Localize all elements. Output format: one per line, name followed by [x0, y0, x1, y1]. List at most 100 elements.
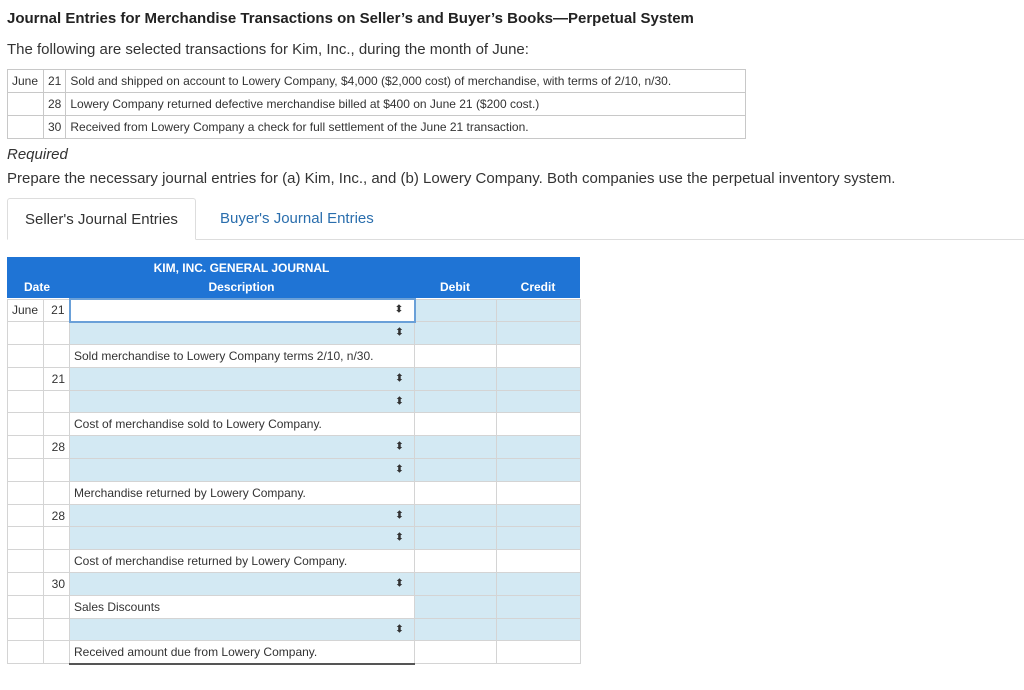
tab-sellers-journal-entries[interactable]: Seller's Journal Entries	[7, 198, 196, 240]
journal-month	[7, 458, 44, 482]
journal-month	[7, 412, 44, 437]
account-select[interactable]: ⬍	[68, 298, 416, 323]
debit-input[interactable]	[414, 321, 497, 346]
journal-day: 28	[43, 435, 70, 460]
journal-row: June 21 ⬍	[7, 298, 581, 323]
account-select[interactable]: ⬍	[69, 435, 415, 460]
column-header-date: Date	[23, 280, 50, 294]
journal-day	[43, 617, 70, 642]
journal-month	[7, 389, 44, 414]
required-text: Prepare the necessary journal entries fo…	[7, 170, 896, 187]
account-select[interactable]: ⬍	[69, 617, 415, 642]
transaction-text: Sold and shipped on account to Lowery Co…	[65, 69, 747, 93]
journal-month	[7, 503, 44, 528]
select-arrows-icon: ⬍	[394, 531, 404, 544]
credit-input	[496, 640, 581, 665]
journal-row: Cost of merchandise sold to Lowery Compa…	[7, 412, 581, 437]
debit-input	[414, 480, 497, 505]
journal-month	[7, 549, 44, 574]
transaction-text: Received from Lowery Company a check for…	[65, 115, 747, 139]
journal-day	[43, 549, 70, 574]
entry-narration: Sold merchandise to Lowery Company terms…	[69, 344, 415, 368]
credit-input[interactable]	[496, 366, 581, 391]
journal-day	[43, 480, 70, 505]
transaction-month: June	[7, 69, 44, 93]
debit-input	[414, 640, 497, 665]
journal-header: KIM, INC. GENERAL JOURNAL Date Descripti…	[7, 257, 580, 298]
debit-input[interactable]	[414, 435, 497, 460]
debit-input[interactable]	[414, 526, 497, 551]
credit-input[interactable]	[496, 435, 581, 460]
journal-month	[7, 321, 44, 346]
credit-input[interactable]	[496, 321, 581, 346]
account-label: Sales Discounts	[69, 594, 415, 619]
journal-row: Received amount due from Lowery Company.	[7, 640, 581, 665]
general-journal: KIM, INC. GENERAL JOURNAL Date Descripti…	[7, 257, 581, 665]
journal-month	[7, 480, 44, 505]
credit-input[interactable]	[496, 389, 581, 414]
entry-narration: Cost of merchandise returned by Lowery C…	[69, 549, 415, 574]
credit-input	[496, 344, 581, 368]
debit-input[interactable]	[414, 366, 497, 391]
transaction-month	[7, 92, 44, 116]
transaction-row: 28 Lowery Company returned defective merc…	[7, 92, 747, 116]
account-select[interactable]: ⬍	[69, 366, 415, 391]
journal-rows: June 21 ⬍ ⬍ Sold merchandise to Lowery Compa…	[7, 298, 581, 665]
credit-input[interactable]	[496, 526, 581, 551]
credit-input[interactable]	[496, 458, 581, 482]
debit-input[interactable]	[414, 458, 497, 482]
transaction-day: 30	[42, 115, 67, 139]
debit-input[interactable]	[414, 389, 497, 414]
journal-month	[7, 640, 44, 665]
select-arrows-icon: ⬍	[394, 395, 404, 408]
credit-input[interactable]	[496, 503, 581, 528]
transaction-row: 30 Received from Lowery Company a check f…	[7, 115, 747, 139]
credit-input	[496, 412, 581, 437]
credit-input	[496, 549, 581, 574]
credit-input[interactable]	[496, 572, 581, 596]
debit-input[interactable]	[414, 594, 497, 619]
journal-month	[7, 366, 44, 391]
journal-row: 21 ⬍	[7, 366, 581, 391]
select-arrows-icon: ⬍	[394, 303, 404, 316]
journal-row: ⬍	[7, 617, 581, 642]
journal-month	[7, 594, 44, 619]
account-select[interactable]: ⬍	[69, 503, 415, 528]
credit-input[interactable]	[496, 617, 581, 642]
journal-day: 21	[43, 298, 70, 323]
tab-buyers-journal-entries[interactable]: Buyer's Journal Entries	[220, 210, 374, 227]
account-select[interactable]: ⬍	[69, 321, 415, 346]
journal-day: 21	[43, 366, 70, 391]
debit-input[interactable]	[414, 617, 497, 642]
account-select[interactable]: ⬍	[69, 389, 415, 414]
debit-input	[414, 549, 497, 574]
journal-row: Merchandise returned by Lowery Company.	[7, 480, 581, 505]
transaction-day: 21	[42, 69, 67, 93]
tab-bar: Seller's Journal Entries Buyer's Journal…	[7, 198, 1024, 240]
journal-day	[43, 321, 70, 346]
journal-month	[7, 617, 44, 642]
select-arrows-icon: ⬍	[394, 577, 404, 590]
debit-input[interactable]	[414, 298, 497, 323]
select-arrows-icon: ⬍	[394, 623, 404, 636]
debit-input[interactable]	[414, 503, 497, 528]
credit-input[interactable]	[496, 298, 581, 323]
account-select[interactable]: ⬍	[69, 458, 415, 482]
account-select[interactable]: ⬍	[69, 526, 415, 551]
credit-input[interactable]	[496, 594, 581, 619]
journal-row: 28 ⬍	[7, 435, 581, 460]
journal-day	[43, 640, 70, 665]
journal-month	[7, 526, 44, 551]
journal-row: Cost of merchandise returned by Lowery C…	[7, 549, 581, 574]
page-title: Journal Entries for Merchandise Transact…	[7, 10, 694, 27]
transaction-month	[7, 115, 44, 139]
journal-row: 28 ⬍	[7, 503, 581, 528]
journal-row: ⬍	[7, 389, 581, 414]
account-select[interactable]: ⬍	[69, 572, 415, 596]
debit-input[interactable]	[414, 572, 497, 596]
transactions-table: June 21 Sold and shipped on account to Low…	[7, 69, 747, 139]
journal-month: June	[7, 298, 44, 323]
journal-day	[43, 458, 70, 482]
journal-day	[43, 344, 70, 368]
journal-row: Sales Discounts	[7, 594, 581, 619]
